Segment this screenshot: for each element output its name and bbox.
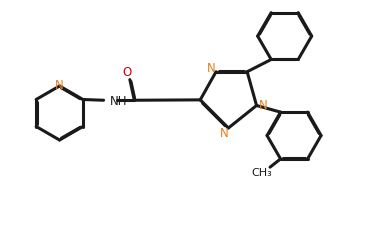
Text: N: N bbox=[259, 99, 268, 112]
Text: N: N bbox=[207, 62, 216, 74]
Text: CH₃: CH₃ bbox=[251, 167, 272, 177]
Text: N: N bbox=[220, 126, 228, 139]
Text: NH: NH bbox=[110, 95, 127, 108]
Text: O: O bbox=[122, 66, 132, 79]
Text: N: N bbox=[55, 78, 64, 91]
